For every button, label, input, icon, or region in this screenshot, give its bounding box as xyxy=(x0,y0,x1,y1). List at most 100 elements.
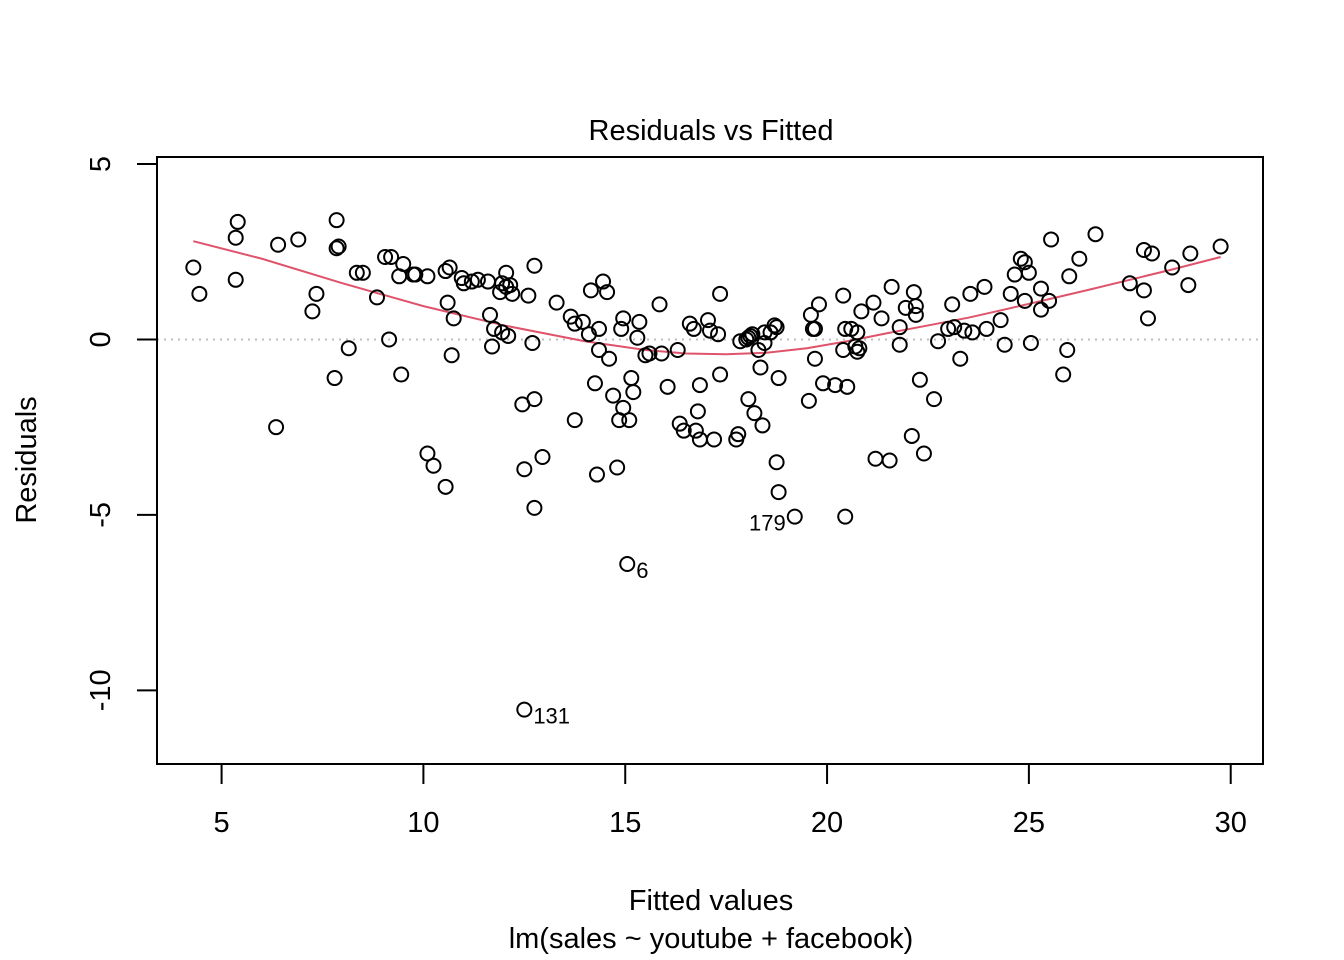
data-point xyxy=(770,484,787,501)
data-point xyxy=(786,508,803,525)
data-point xyxy=(1061,268,1078,285)
data-point xyxy=(619,556,636,573)
data-point xyxy=(443,347,460,364)
data-point xyxy=(445,310,462,327)
data-point xyxy=(328,212,345,229)
outlier-label: 6 xyxy=(636,558,648,583)
data-point xyxy=(740,391,757,408)
data-point xyxy=(962,285,979,302)
data-point xyxy=(1071,250,1088,267)
data-point xyxy=(956,322,973,339)
data-point xyxy=(669,341,686,358)
data-point xyxy=(621,412,638,429)
data-point xyxy=(1180,277,1197,294)
x-tick-label: 10 xyxy=(407,807,439,839)
data-point xyxy=(710,326,727,343)
data-point xyxy=(1055,366,1072,383)
data-point xyxy=(548,294,565,311)
data-point xyxy=(395,256,412,273)
data-point xyxy=(1164,259,1181,276)
data-point xyxy=(806,350,823,367)
data-point xyxy=(381,331,398,348)
data-point xyxy=(740,329,757,346)
data-point xyxy=(865,294,882,311)
data-point xyxy=(590,341,607,358)
data-point xyxy=(482,306,499,323)
y-axis-label: Residuals xyxy=(11,396,43,523)
data-point xyxy=(911,371,928,388)
data-point xyxy=(330,238,347,255)
data-point xyxy=(653,345,670,362)
data-point xyxy=(659,378,676,395)
data-point xyxy=(930,333,947,350)
data-point xyxy=(1041,292,1058,309)
data-point xyxy=(328,240,345,257)
data-point xyxy=(439,294,456,311)
data-point xyxy=(992,312,1009,329)
data-point xyxy=(881,452,898,469)
outlier-label: 179 xyxy=(749,511,786,536)
data-point xyxy=(425,457,442,474)
data-point xyxy=(1032,280,1049,297)
data-point xyxy=(486,320,503,337)
data-point xyxy=(582,282,599,299)
data-point xyxy=(516,461,533,478)
data-point xyxy=(191,285,208,302)
outlier-label: 131 xyxy=(533,704,570,729)
data-point xyxy=(754,417,771,434)
data-point xyxy=(883,278,900,295)
data-point xyxy=(1059,341,1076,358)
data-point xyxy=(524,334,541,351)
data-point xyxy=(873,310,890,327)
data-point xyxy=(270,236,287,253)
data-point xyxy=(766,317,783,334)
data-point xyxy=(712,285,729,302)
data-point xyxy=(383,248,400,265)
data-point xyxy=(463,273,480,290)
data-point xyxy=(419,445,436,462)
data-point xyxy=(706,431,723,448)
data-point xyxy=(687,422,704,439)
data-point xyxy=(1212,238,1229,255)
x-tick-label: 30 xyxy=(1215,807,1247,839)
data-point xyxy=(526,499,543,516)
data-point xyxy=(1182,245,1199,262)
points-layer xyxy=(185,212,1229,718)
data-point xyxy=(290,231,307,248)
data-point xyxy=(1032,301,1049,318)
data-point xyxy=(837,508,854,525)
data-point xyxy=(903,427,920,444)
data-point xyxy=(806,320,823,337)
data-point xyxy=(996,336,1013,353)
data-point xyxy=(689,403,706,420)
data-point xyxy=(815,375,832,392)
data-point xyxy=(504,285,521,302)
data-point xyxy=(915,445,932,462)
data-point xyxy=(377,248,394,265)
data-point xyxy=(1020,264,1037,281)
data-point xyxy=(516,701,533,718)
data-point xyxy=(952,350,969,367)
plot-frame xyxy=(156,156,1264,765)
data-point xyxy=(944,296,961,313)
data-point xyxy=(368,289,385,306)
data-point xyxy=(827,377,844,394)
data-point xyxy=(613,320,630,337)
data-point xyxy=(853,303,870,320)
data-point xyxy=(500,327,517,344)
data-point xyxy=(730,426,747,443)
data-point xyxy=(1002,285,1019,302)
data-point xyxy=(469,271,486,288)
x-tick-label: 15 xyxy=(609,807,641,839)
data-point xyxy=(590,320,607,337)
data-point xyxy=(615,310,632,327)
data-point xyxy=(437,478,454,495)
data-point xyxy=(308,285,325,302)
data-point xyxy=(770,370,787,387)
data-point xyxy=(484,338,501,355)
data-point xyxy=(595,273,612,290)
data-point xyxy=(407,266,424,283)
data-point xyxy=(768,319,785,336)
data-point xyxy=(609,459,626,476)
